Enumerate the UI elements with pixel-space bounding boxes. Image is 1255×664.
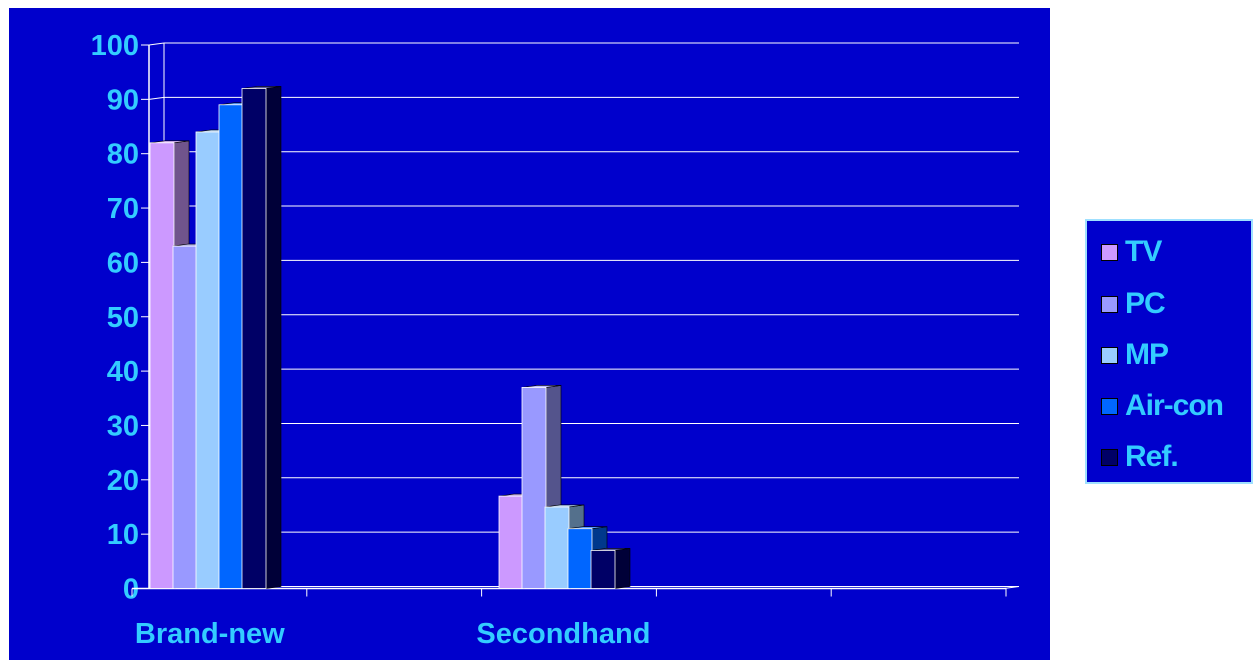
x-category-label-secondhand: Secondhand bbox=[476, 618, 650, 650]
y-tick-label: 80 bbox=[107, 139, 139, 171]
legend: TV PC MP Air-con Ref. bbox=[1085, 219, 1253, 484]
y-tick-label: 50 bbox=[107, 302, 139, 334]
legend-swatch-air-con bbox=[1101, 397, 1118, 415]
bar-mp-secondhand bbox=[544, 506, 570, 589]
legend-label-mp: MP bbox=[1125, 338, 1169, 371]
y-tick-label: 100 bbox=[91, 30, 139, 62]
bar-mp-brand-new bbox=[195, 131, 221, 589]
y-tick-label: 10 bbox=[107, 519, 139, 551]
legend-swatch-pc bbox=[1101, 295, 1118, 313]
bar-side-ref-secondhand bbox=[614, 548, 631, 589]
bar-ref-brand-new bbox=[241, 88, 267, 589]
y-tick-label: 60 bbox=[107, 247, 139, 279]
legend-item-ref: Ref. bbox=[1101, 437, 1179, 477]
legend-item-mp: MP bbox=[1101, 335, 1169, 375]
y-tick-label: 90 bbox=[107, 84, 139, 116]
bar-tv-secondhand bbox=[498, 495, 524, 589]
gridline-depth bbox=[148, 42, 165, 46]
y-tick-label: 40 bbox=[107, 356, 139, 388]
bar-air-con-brand-new bbox=[218, 104, 244, 589]
legend-label-ref: Ref. bbox=[1125, 440, 1179, 473]
bar-tv-brand-new bbox=[149, 142, 175, 589]
bar-chart: 0 10 20 30 40 50 60 70 80 90 100 Brand-new Secondhan… bbox=[9, 8, 1050, 660]
y-tick-label: 20 bbox=[107, 465, 139, 497]
bar-pc-brand-new bbox=[172, 245, 198, 589]
y-tick-label: 30 bbox=[107, 410, 139, 442]
bar-ref-secondhand bbox=[590, 550, 616, 589]
bar-side-ref-brand-new bbox=[265, 86, 282, 589]
legend-swatch-mp bbox=[1101, 346, 1118, 364]
legend-swatch-ref bbox=[1101, 448, 1118, 466]
chart-area: 0 10 20 30 40 50 60 70 80 90 100 Brand-new Secondhan… bbox=[9, 8, 1050, 660]
x-category-label-brand-new: Brand-new bbox=[135, 618, 285, 650]
legend-label-pc: PC bbox=[1125, 287, 1166, 320]
legend-item-tv: TV bbox=[1101, 232, 1162, 272]
gridline-depth bbox=[148, 96, 165, 100]
legend-item-pc: PC bbox=[1101, 284, 1166, 324]
bar-air-con-secondhand bbox=[567, 528, 593, 589]
y-tick-label: 0 bbox=[123, 574, 139, 606]
legend-item-air-con: Air-con bbox=[1101, 386, 1224, 426]
legend-swatch-tv bbox=[1101, 243, 1118, 261]
bar-pc-secondhand bbox=[521, 387, 547, 589]
legend-label-tv: TV bbox=[1125, 235, 1162, 268]
y-tick-label: 70 bbox=[107, 193, 139, 225]
legend-label-air-con: Air-con bbox=[1125, 389, 1224, 422]
